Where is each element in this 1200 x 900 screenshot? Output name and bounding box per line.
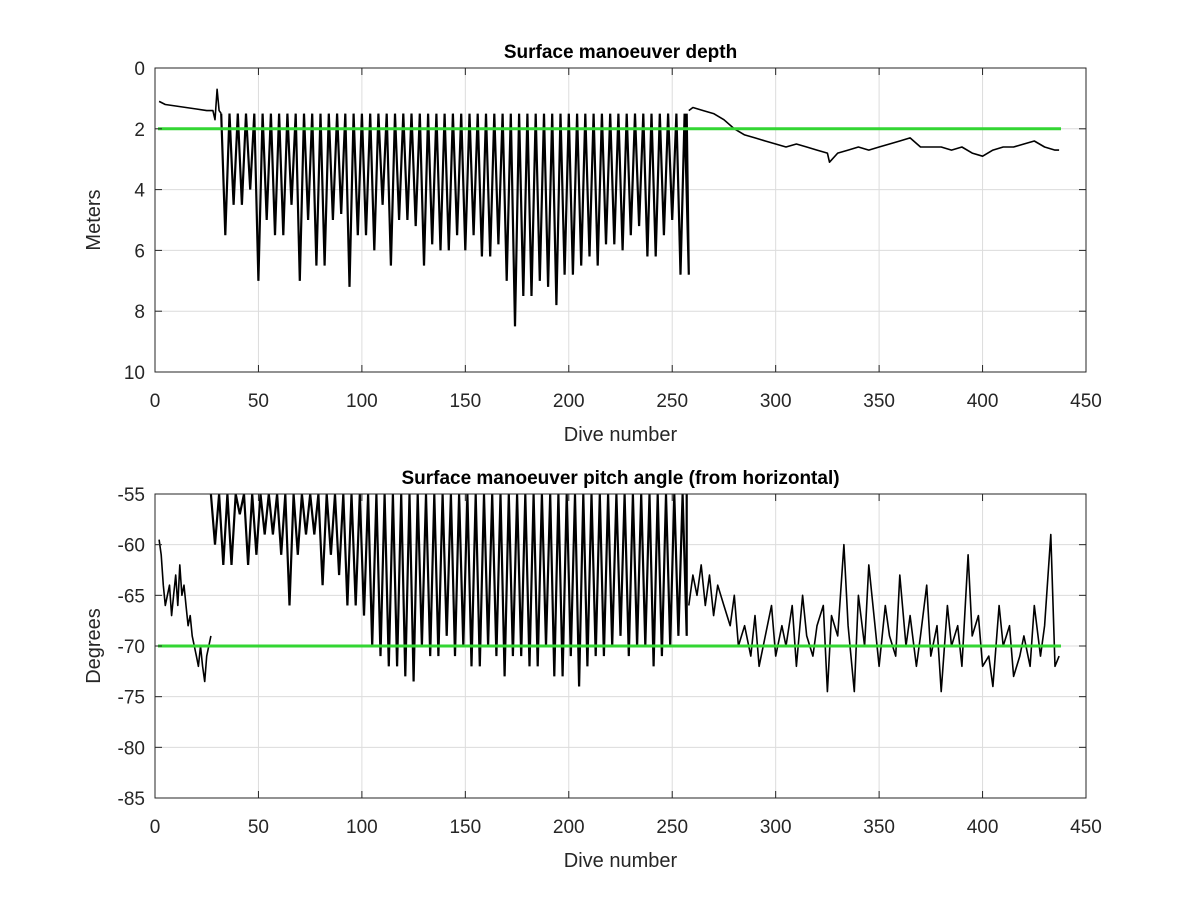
- x-tick-label: 250: [656, 391, 688, 412]
- chart-title: Surface manoeuver pitch angle (from hori…: [401, 468, 839, 489]
- y-axis-label: Meters: [83, 189, 105, 250]
- x-tick-label: 400: [967, 391, 999, 412]
- y-tick-label: -55: [118, 485, 145, 506]
- x-tick-label: 450: [1070, 817, 1102, 838]
- x-tick-label: 50: [248, 391, 269, 412]
- x-tick-label: 250: [656, 817, 688, 838]
- x-tick-label: 50: [248, 817, 269, 838]
- plot-area: [158, 494, 1061, 693]
- x-axis-label: Dive number: [564, 424, 678, 446]
- series-line: [688, 533, 1060, 693]
- x-tick-label: 200: [553, 817, 585, 838]
- x-tick-label: 300: [760, 817, 792, 838]
- series-line: [158, 88, 222, 121]
- y-axis-label: Degrees: [83, 608, 105, 684]
- series-line: [688, 106, 1060, 163]
- y-tick-label: 0: [134, 59, 145, 80]
- x-tick-label: 100: [346, 817, 378, 838]
- x-tick-label: 450: [1070, 391, 1102, 412]
- chart-title: Surface manoeuver depth: [504, 42, 737, 63]
- series-oscillation: [220, 113, 690, 327]
- x-tick-label: 0: [150, 391, 161, 412]
- y-tick-label: -60: [118, 536, 145, 557]
- pitch-chart: Surface manoeuver pitch angle (from hori…: [83, 468, 1102, 872]
- y-tick-label: -70: [118, 637, 145, 658]
- x-tick-label: 350: [863, 817, 895, 838]
- series-oscillation: [209, 494, 688, 687]
- axes-box: [154, 67, 1087, 373]
- x-tick-label: 200: [553, 391, 585, 412]
- x-tick-label: 300: [760, 391, 792, 412]
- x-tick-label: 150: [449, 817, 481, 838]
- x-tick-label: 0: [150, 817, 161, 838]
- y-tick-label: -80: [118, 738, 145, 759]
- x-tick-label: 100: [346, 391, 378, 412]
- x-axis-label: Dive number: [564, 850, 678, 872]
- depth-chart: Surface manoeuver depth Dive number Mete…: [83, 42, 1102, 446]
- y-tick-label: -85: [118, 789, 145, 810]
- y-tick-label: 6: [134, 241, 145, 262]
- x-tick-label: 400: [967, 817, 999, 838]
- y-tick-label: 8: [134, 302, 145, 323]
- x-tick-label: 150: [449, 391, 481, 412]
- y-tick-label: -65: [118, 586, 145, 607]
- y-tick-label: 2: [134, 120, 145, 141]
- y-tick-label: 4: [134, 181, 145, 202]
- series-line: [158, 539, 212, 683]
- x-tick-label: 350: [863, 391, 895, 412]
- plot-area: [158, 88, 1061, 327]
- y-tick-label: 10: [124, 363, 145, 384]
- y-tick-label: -75: [118, 688, 145, 709]
